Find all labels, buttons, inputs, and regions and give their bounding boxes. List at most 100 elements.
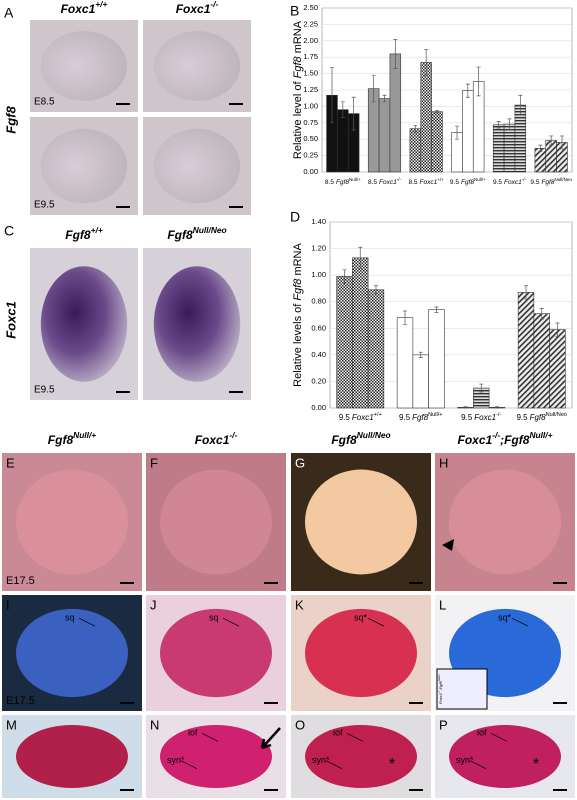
superscript: Null/+: [349, 177, 361, 182]
error-bar: [371, 75, 376, 103]
specimen: [16, 469, 128, 575]
text-part: Fgf8: [65, 228, 91, 242]
stage-label: E9.5: [34, 200, 55, 211]
panel-letter: D: [290, 209, 300, 225]
bar: [409, 128, 422, 173]
error-bar: [413, 125, 418, 133]
column-header: Foxc1+/+: [61, 0, 108, 16]
text-part: Relative level of: [292, 78, 304, 159]
x-tick-label: 9.5 Fgf8Null/Neo: [530, 177, 572, 186]
column-header: Fgf8+/+: [65, 225, 103, 242]
text-part: ;Fgf8: [500, 433, 530, 447]
error-bar: [479, 383, 484, 393]
specimen: [153, 128, 241, 204]
error-bar: [393, 39, 398, 69]
error-bar: [538, 144, 543, 153]
text-part: Foxc1: [176, 2, 211, 16]
y-tick-label: 1.00: [303, 101, 318, 110]
structure-label: syn*: [167, 755, 185, 765]
text-part: mRNA: [292, 243, 304, 279]
column-header: Foxc1-/-: [176, 0, 219, 16]
bar: [389, 53, 402, 173]
error-bar: [465, 83, 470, 98]
row-label: Foxc1: [3, 301, 18, 339]
x-tick-label: 9.5 Foxc1+/+: [339, 412, 382, 422]
structure-label: syn*: [312, 755, 330, 765]
error-bar: [373, 285, 378, 295]
specimen: [153, 266, 241, 382]
y-tick-label: 0.00: [303, 167, 318, 176]
error-bar: [424, 48, 429, 76]
bar: [517, 292, 535, 409]
superscript: Null/Neo: [554, 177, 572, 182]
superscript: -/-: [210, 0, 218, 9]
specimen: [305, 608, 417, 698]
y-tick-label: 2.00: [303, 36, 318, 45]
text-part: Foxc1: [458, 433, 493, 447]
text-part: Foxc1: [438, 693, 443, 704]
leader-line: [469, 760, 487, 769]
column-header: Fgf8Null/Neo: [331, 430, 390, 447]
text-part: Fgf8: [461, 179, 474, 186]
superscript: +/+: [437, 177, 444, 182]
error-bar: [418, 351, 423, 358]
y-tick-label: 0.80: [311, 297, 326, 306]
structure-label: syn*: [456, 755, 474, 765]
bar: [533, 313, 550, 409]
text-part: Foxc1: [420, 179, 438, 186]
text-part: Fgf8: [331, 433, 357, 447]
column-header: Fgf8Null/+: [48, 430, 96, 447]
text-part: 8.5: [368, 179, 377, 186]
y-tick-label: 1.00: [311, 270, 326, 279]
bar: [378, 98, 391, 173]
panel-letter: H: [439, 455, 448, 470]
structure-label: sq*: [498, 613, 512, 623]
arrowhead: [442, 539, 454, 551]
leader-line: [78, 617, 96, 627]
error-bar: [518, 94, 523, 116]
error-bar: [476, 66, 481, 97]
error-bar: [330, 67, 334, 124]
error-bar: [494, 406, 499, 409]
inset: [436, 668, 488, 710]
superscript: Null/Neo: [546, 412, 567, 418]
bar: [367, 289, 385, 409]
specimen: [40, 266, 128, 382]
superscript: -/-: [229, 430, 237, 440]
panel-letter: J: [150, 597, 157, 612]
leader-line: [180, 760, 198, 769]
y-tick-label: 2.50: [303, 3, 318, 12]
specimen: [16, 724, 128, 789]
y-tick-label: 1.75: [303, 52, 318, 61]
y-tick-label: 0.60: [311, 323, 326, 332]
structure-label: *: [389, 756, 395, 773]
y-tick-label: 0.75: [303, 118, 318, 127]
leader-line: [367, 617, 385, 627]
text-part: 9.5: [450, 179, 459, 186]
panel-letter: E: [6, 455, 15, 470]
panel-letter: A: [4, 5, 14, 21]
superscript: -/-: [437, 690, 441, 693]
bar: [396, 317, 414, 409]
panel-letter: I: [6, 597, 10, 612]
superscript: Null/+: [437, 674, 441, 682]
superscript: Null/Neo: [193, 225, 227, 235]
x-tick-label: 9.5 Foxc1-/-: [493, 177, 527, 186]
text-part: Fgf8: [530, 413, 547, 422]
error-bar: [340, 101, 345, 118]
text-part: Foxc1: [352, 413, 374, 422]
column-header: Foxc1-/-: [195, 430, 238, 447]
text-part: Fgf8: [167, 228, 193, 242]
panel-letter: P: [439, 717, 448, 732]
panel-letter: L: [439, 597, 446, 612]
specimen: [449, 724, 561, 789]
panel-letter: N: [150, 717, 159, 732]
panel-letter: C: [4, 223, 14, 239]
superscript: Null/Neo: [357, 430, 391, 440]
column-header: Foxc1-/-;Fgf8Null/+: [458, 430, 553, 447]
y-tick-label: 0.50: [303, 134, 318, 143]
text-part: 8.5: [409, 179, 418, 186]
column-header: Fgf8Null/Neo: [167, 225, 226, 242]
y-tick-label: 0.20: [311, 376, 326, 385]
